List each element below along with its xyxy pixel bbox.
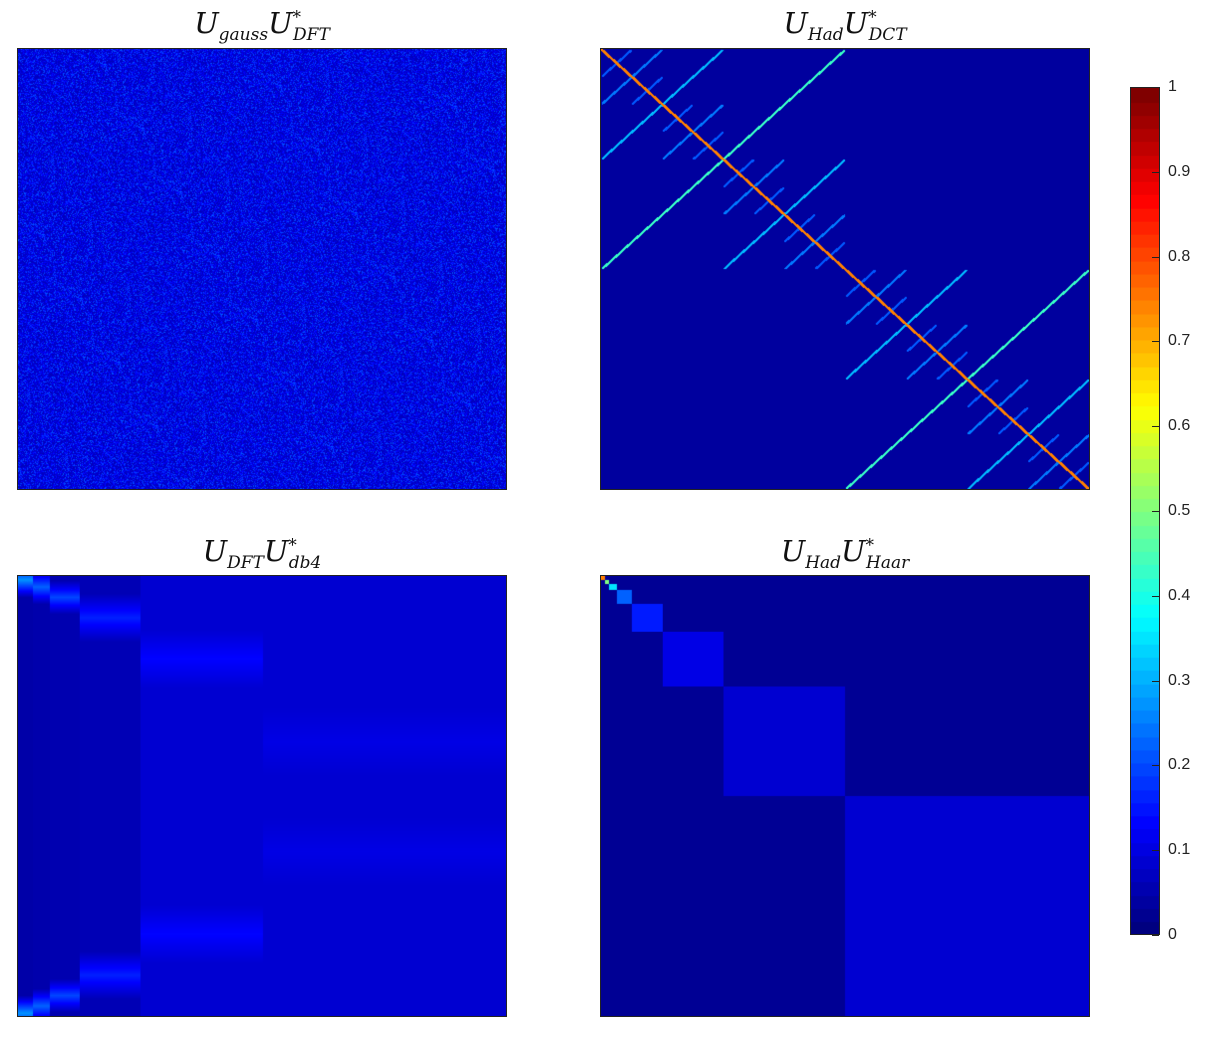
colorbar-tick-mark: [1152, 595, 1159, 597]
panel-title: UgaussU*DFT: [194, 6, 330, 45]
panel-title: UHadU*Haar: [780, 534, 910, 573]
colorbar-tick-label: 0.9: [1168, 162, 1191, 180]
panel-title: UDFTU*db4: [202, 534, 322, 573]
panel-dft-db4: UDFTU*db4: [17, 528, 507, 1020]
colorbar-tick-label: 1: [1168, 78, 1177, 95]
colorbar-tick-label: 0.3: [1168, 671, 1191, 689]
heatmap-gauss-dft: [17, 48, 507, 490]
panel-had-dct: UHadU*DCT: [600, 0, 1090, 492]
panel-gauss-dft: UgaussU*DFT: [17, 0, 507, 492]
heatmap-had-haar: [600, 575, 1090, 1017]
colorbar-tick-mark: [1152, 935, 1159, 936]
panel-had-haar: UHadU*Haar: [600, 528, 1090, 1020]
colorbar-tick-label: 0.7: [1168, 332, 1191, 350]
panel-title: UHadU*DCT: [783, 6, 907, 45]
heatmap-had-dct: [600, 48, 1090, 490]
colorbar-tick-mark: [1152, 87, 1159, 88]
colorbar-tick-label: 0.6: [1168, 417, 1191, 435]
colorbar-tick-label: 0.8: [1168, 247, 1191, 265]
colorbar-tick-label: 0.2: [1168, 756, 1191, 774]
heatmap-dft-db4: [17, 575, 507, 1017]
colorbar-tick-mark: [1152, 171, 1159, 173]
colorbar-tick-label: 0.5: [1168, 502, 1191, 519]
colorbar-tick-mark: [1152, 850, 1159, 852]
colorbar-tick-mark: [1152, 511, 1159, 512]
colorbar-tick-label: 0.1: [1168, 841, 1191, 859]
colorbar-tick-label: 0.4: [1168, 586, 1191, 604]
colorbar-tick-mark: [1152, 680, 1159, 682]
colorbar-tick-mark: [1152, 341, 1159, 343]
colorbar-tick-mark: [1152, 426, 1159, 428]
colorbar-tick-label: 0: [1168, 926, 1177, 943]
colorbar-tick-mark: [1152, 256, 1159, 258]
colorbar-tick-mark: [1152, 765, 1159, 767]
